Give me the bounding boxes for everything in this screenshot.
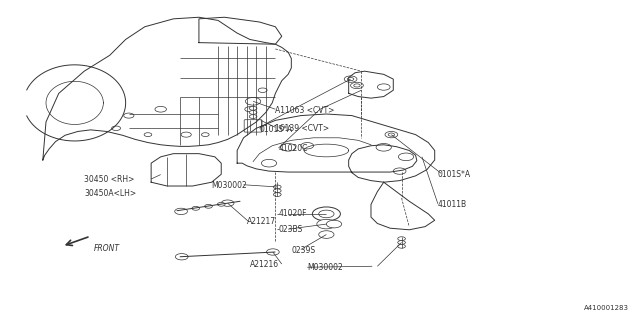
Circle shape bbox=[348, 77, 354, 81]
Text: A410001283: A410001283 bbox=[584, 305, 629, 311]
Circle shape bbox=[351, 82, 364, 89]
Text: M030002: M030002 bbox=[307, 263, 343, 272]
Circle shape bbox=[181, 132, 191, 137]
Circle shape bbox=[218, 202, 225, 206]
Circle shape bbox=[378, 84, 390, 90]
Circle shape bbox=[202, 133, 209, 137]
Text: FRONT: FRONT bbox=[94, 244, 120, 253]
Circle shape bbox=[312, 207, 340, 221]
Text: 41020C: 41020C bbox=[278, 144, 308, 153]
Circle shape bbox=[245, 107, 255, 112]
Text: M030002: M030002 bbox=[212, 181, 248, 190]
Circle shape bbox=[319, 231, 334, 238]
Circle shape bbox=[397, 241, 405, 244]
Circle shape bbox=[175, 253, 188, 260]
Circle shape bbox=[111, 126, 120, 131]
Circle shape bbox=[273, 185, 281, 189]
Text: 30450A<LH>: 30450A<LH> bbox=[84, 189, 136, 198]
Text: A21216: A21216 bbox=[250, 260, 279, 269]
Circle shape bbox=[398, 153, 413, 161]
Text: 0239S: 0239S bbox=[291, 246, 316, 255]
Circle shape bbox=[301, 142, 314, 149]
Circle shape bbox=[394, 168, 406, 174]
Circle shape bbox=[258, 88, 267, 92]
Circle shape bbox=[326, 220, 342, 228]
Circle shape bbox=[280, 143, 296, 151]
Circle shape bbox=[388, 133, 394, 136]
Circle shape bbox=[124, 113, 134, 118]
Circle shape bbox=[249, 110, 257, 114]
Circle shape bbox=[385, 132, 397, 138]
Circle shape bbox=[319, 210, 334, 218]
Circle shape bbox=[205, 204, 212, 208]
Circle shape bbox=[266, 249, 279, 255]
Circle shape bbox=[354, 84, 360, 87]
Text: 16139 <CVT>: 16139 <CVT> bbox=[275, 124, 330, 133]
Text: 41020F: 41020F bbox=[278, 209, 307, 219]
Text: 023BS: 023BS bbox=[278, 225, 303, 234]
Text: 0101S*A: 0101S*A bbox=[259, 125, 292, 134]
Text: A11063 <CVT>: A11063 <CVT> bbox=[275, 106, 335, 115]
Text: 0101S*A: 0101S*A bbox=[438, 170, 471, 179]
Circle shape bbox=[344, 76, 357, 82]
Circle shape bbox=[273, 193, 281, 196]
Circle shape bbox=[397, 237, 405, 241]
Circle shape bbox=[397, 244, 405, 248]
Text: A21217: A21217 bbox=[246, 217, 276, 226]
Circle shape bbox=[249, 115, 257, 118]
Circle shape bbox=[246, 98, 260, 105]
Circle shape bbox=[221, 200, 234, 206]
Circle shape bbox=[273, 189, 281, 193]
Circle shape bbox=[144, 133, 152, 137]
Text: 30450 <RH>: 30450 <RH> bbox=[84, 174, 134, 184]
Circle shape bbox=[192, 206, 200, 210]
Circle shape bbox=[376, 143, 392, 151]
FancyBboxPatch shape bbox=[244, 120, 262, 132]
Circle shape bbox=[155, 106, 166, 112]
Circle shape bbox=[317, 219, 336, 229]
Circle shape bbox=[261, 159, 276, 167]
Circle shape bbox=[249, 106, 257, 110]
Text: 41011B: 41011B bbox=[438, 200, 467, 209]
Circle shape bbox=[175, 208, 188, 215]
